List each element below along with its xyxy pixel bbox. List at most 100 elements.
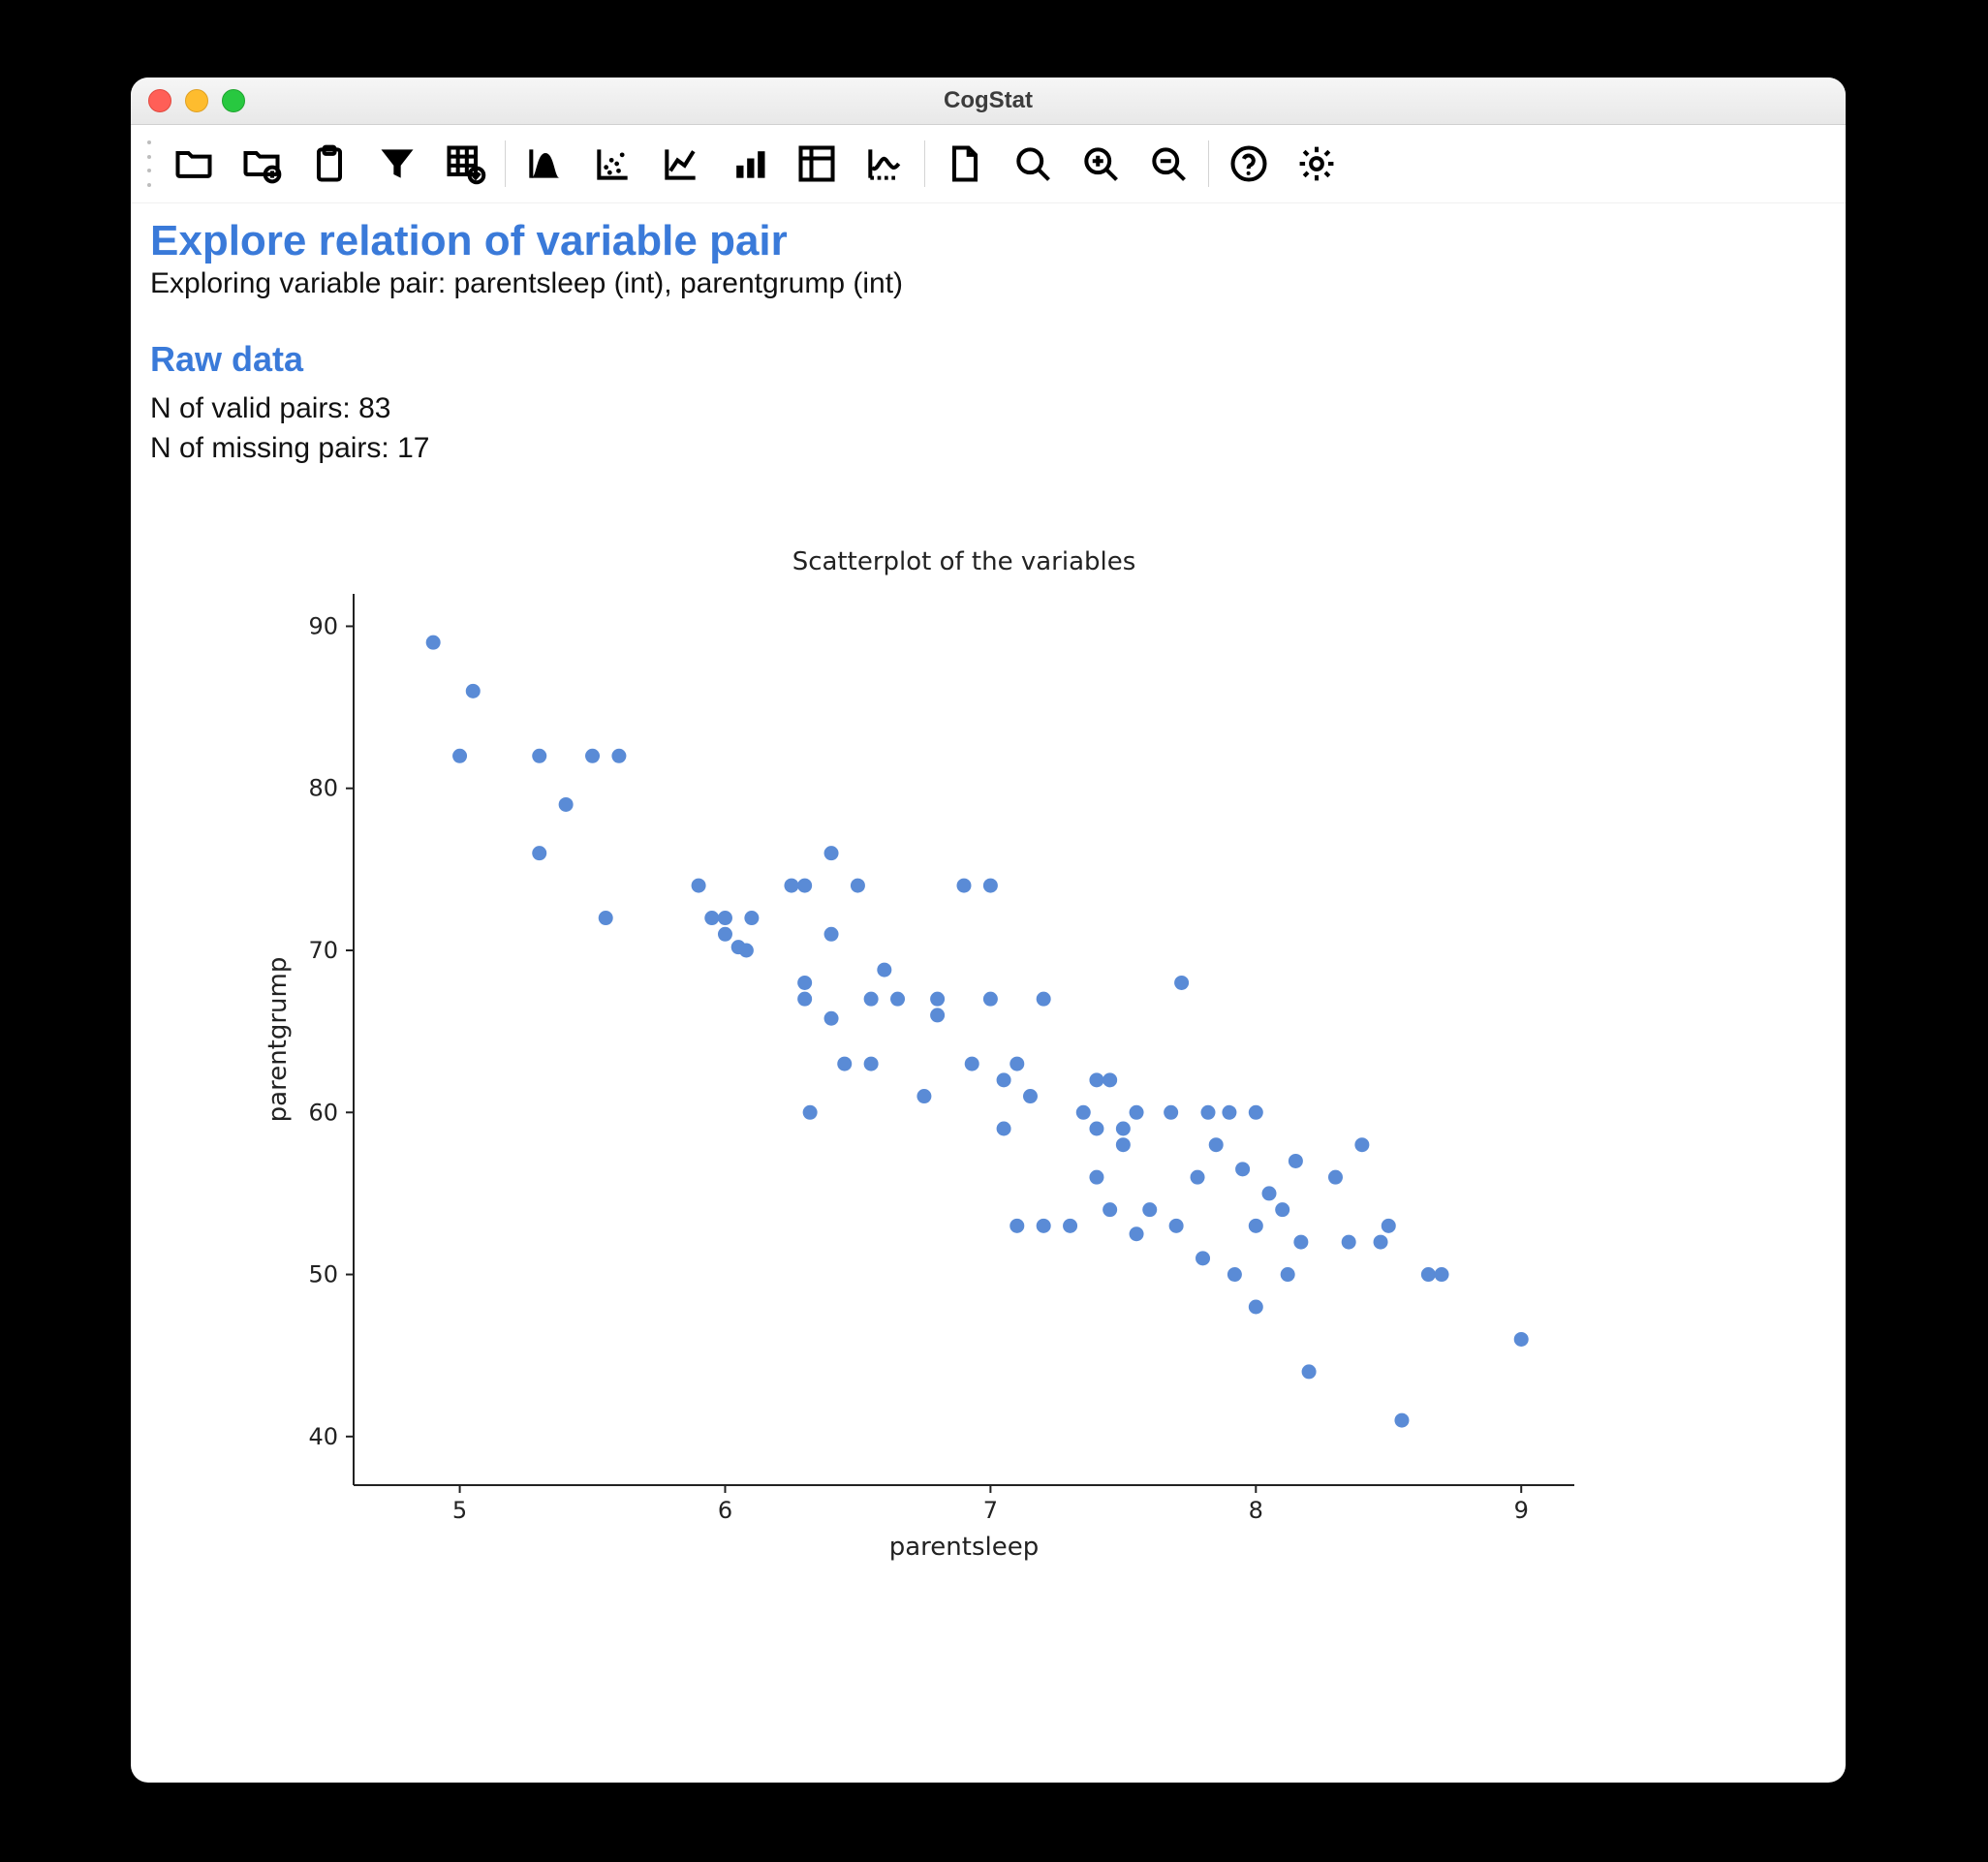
valid-pairs-label: N of valid pairs: [150,392,358,424]
filter-button[interactable] [363,135,431,193]
help-button[interactable] [1215,135,1283,193]
pivot-icon [795,142,838,185]
regression-icon [863,142,906,185]
scatter-point [803,1105,818,1120]
scatter-point [611,749,626,763]
scatter-point [1435,1267,1449,1282]
titlebar: CogStat [131,78,1846,125]
scatter-point [739,944,754,958]
scatter-point [1010,1057,1024,1071]
scatter-point [1293,1235,1308,1250]
distribution-button[interactable] [512,135,579,193]
scatter-point [1354,1137,1369,1152]
add-folder-button[interactable] [228,135,295,193]
app-window: CogStat [131,78,1846,1783]
scatter-point [1235,1162,1250,1176]
y-tick-label: 50 [308,1261,338,1288]
section-rawdata-title: Raw data [150,339,1826,380]
scatter-button[interactable] [579,135,647,193]
scatter-point [1196,1251,1210,1265]
scatter-point [916,1089,931,1103]
settings-icon [1295,142,1338,185]
settings-button[interactable] [1283,135,1351,193]
x-axis-label: parentsleep [889,1533,1040,1562]
scatter-point [983,879,998,893]
scatter-icon [592,142,635,185]
scatter-point [1374,1235,1388,1250]
scatter-point [983,992,998,1007]
toolbar-separator [1208,140,1209,187]
window-controls [148,89,245,112]
y-tick-label: 60 [308,1099,338,1126]
scatter-point [1249,1219,1263,1233]
window-title: CogStat [131,87,1846,114]
x-tick-label: 7 [983,1497,998,1524]
scatter-point [1514,1332,1529,1347]
scatter-point [718,911,732,925]
scatter-point [1209,1137,1224,1152]
scatter-chart: Scatterplot of the variables567894050607… [150,536,1826,1601]
missing-pairs-value: 17 [397,432,429,464]
linechart-icon [660,142,702,185]
scatter-point [1089,1170,1103,1185]
x-tick-label: 6 [718,1497,732,1524]
regression-button[interactable] [851,135,918,193]
scatter-point [585,749,600,763]
content-area: Explore relation of variable pair Explor… [131,203,1846,1621]
scatter-point [1037,992,1051,1007]
scatter-point [824,846,839,860]
scatter-point [1164,1105,1178,1120]
scatter-point [718,927,732,942]
barchart-icon [728,142,770,185]
zoom-out-icon [1147,142,1190,185]
scatter-point [890,992,905,1007]
zoom-in-button[interactable] [1067,135,1134,193]
pivot-button[interactable] [783,135,851,193]
toolbar-separator [924,140,925,187]
scatter-point [1130,1105,1144,1120]
scatter-point [692,879,706,893]
scatter-point [1089,1072,1103,1087]
scatter-point [1328,1170,1343,1185]
page-title: Explore relation of variable pair [150,217,1826,265]
scatter-point [1174,976,1189,990]
zoom-out-button[interactable] [1134,135,1202,193]
minimize-icon[interactable] [185,89,208,112]
search-icon [1011,142,1054,185]
help-icon [1227,142,1270,185]
scatter-point [1249,1105,1263,1120]
scatter-point [1421,1267,1436,1282]
new-page-button[interactable] [931,135,999,193]
scatter-point [1201,1105,1216,1120]
scatter-point [559,797,574,812]
scatter-point [997,1122,1011,1136]
scatter-point [1037,1219,1051,1233]
x-tick-label: 5 [452,1497,467,1524]
scatter-point [1169,1219,1184,1233]
scatter-point [1103,1202,1117,1217]
scatter-point [1103,1072,1117,1087]
table-check-button[interactable] [431,135,499,193]
scatter-point [930,1008,945,1022]
search-button[interactable] [999,135,1067,193]
close-icon[interactable] [148,89,171,112]
scatter-point [1342,1235,1356,1250]
scatter-point [797,976,812,990]
zoom-icon[interactable] [222,89,245,112]
barchart-button[interactable] [715,135,783,193]
clipboard-button[interactable] [295,135,363,193]
scatter-point [864,1057,879,1071]
scatter-point [452,749,467,763]
open-folder-button[interactable] [160,135,228,193]
scatter-point [1394,1413,1409,1428]
scatter-point [1262,1186,1277,1200]
zoom-in-icon [1079,142,1122,185]
linechart-button[interactable] [647,135,715,193]
scatter-point [851,879,865,893]
scatter-point [784,879,798,893]
scatter-point [837,1057,852,1071]
scatter-svg: Scatterplot of the variables567894050607… [150,536,1662,1601]
chart-title: Scatterplot of the variables [792,547,1136,576]
scatter-point [1023,1089,1038,1103]
scatter-point [1191,1170,1205,1185]
